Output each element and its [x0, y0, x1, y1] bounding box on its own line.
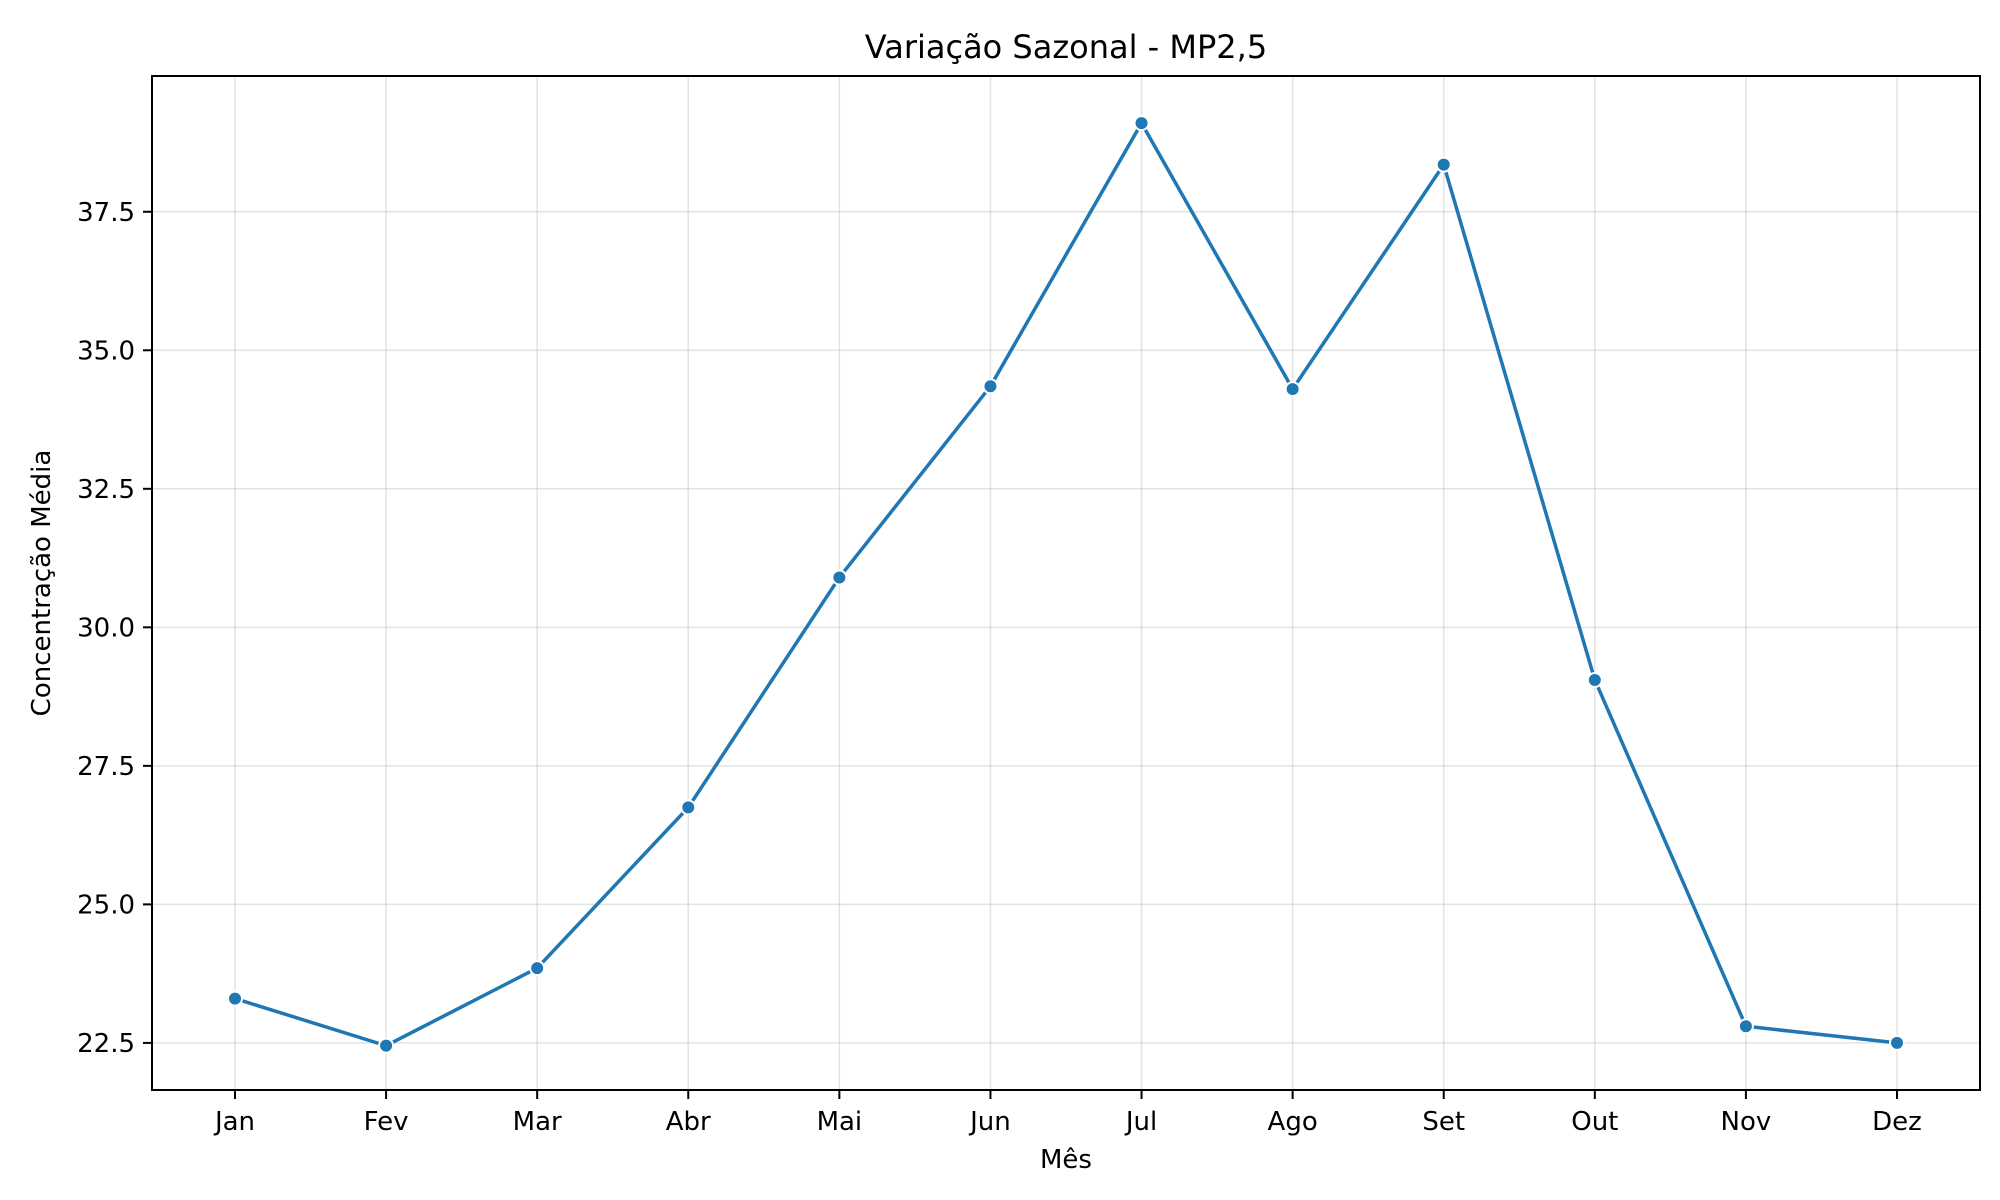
data-point	[1737, 1018, 1754, 1035]
x-tick-label: Jun	[968, 1107, 1011, 1137]
axes-frame	[151, 75, 1981, 1091]
x-tick-label: Ago	[1268, 1107, 1318, 1137]
y-axis-label: Concentração Média	[27, 450, 57, 717]
data-point	[378, 1037, 395, 1054]
y-tick-label: 22.5	[77, 1029, 135, 1059]
y-tick-label: 25.0	[77, 890, 135, 920]
grid	[152, 76, 1980, 1090]
series-layer	[227, 115, 1905, 1054]
series-line	[233, 121, 1899, 1048]
y-axis-ticks: 22.5 25.0 27.5 30.0 32.5 35.0 37.5	[77, 198, 152, 1059]
y-tick-label: 32.5	[77, 475, 135, 505]
x-tick-label: Nov	[1721, 1107, 1772, 1137]
x-tick-label: Abr	[666, 1107, 711, 1137]
y-tick-label: 27.5	[77, 752, 135, 782]
data-point	[1133, 115, 1150, 132]
x-tick-label: Out	[1571, 1107, 1618, 1137]
chart-title: Variação Sazonal - MP2,5	[865, 28, 1267, 66]
x-tick-label: Dez	[1872, 1107, 1922, 1137]
x-tick-label: Mar	[513, 1107, 562, 1137]
x-tick-label: Set	[1422, 1107, 1465, 1137]
y-tick-label: 35.0	[77, 336, 135, 366]
x-axis-ticks: Jan Fev Mar Abr Mai Jun Jul Ago Set Out Nov Dez	[213, 1090, 1922, 1137]
data-point	[680, 799, 697, 816]
data-point	[227, 990, 243, 1007]
x-tick-label: Jul	[1124, 1107, 1157, 1137]
x-tick-label: Fev	[364, 1107, 409, 1137]
data-point	[982, 378, 999, 395]
y-tick-label: 30.0	[77, 613, 135, 643]
data-point	[1889, 1034, 1905, 1051]
x-axis-label: Mês	[1040, 1145, 1092, 1175]
x-tick-label: Mai	[817, 1107, 863, 1137]
data-point	[1586, 671, 1603, 688]
data-point	[1284, 381, 1301, 398]
data-point	[529, 960, 546, 977]
data-point	[831, 569, 848, 586]
data-point	[1435, 156, 1452, 173]
x-tick-label: Jan	[213, 1107, 255, 1137]
y-tick-label: 37.5	[77, 198, 135, 228]
